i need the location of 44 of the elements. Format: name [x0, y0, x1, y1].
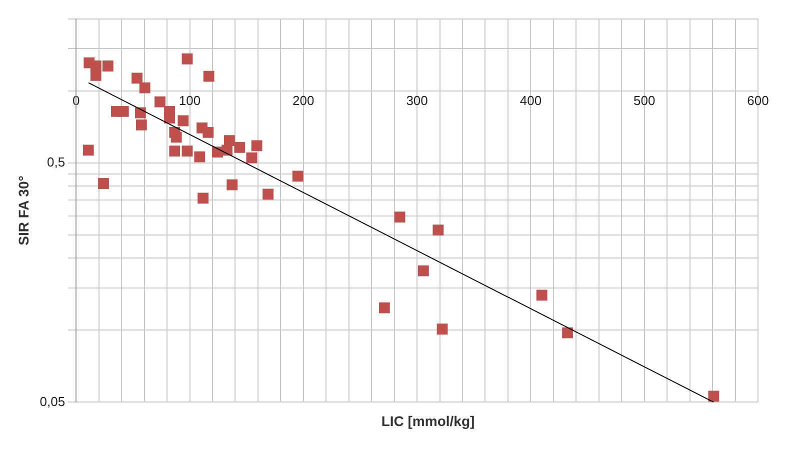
x-axis-title: LIC [mmol/kg]: [380, 413, 476, 429]
point: [90, 70, 102, 81]
point: [139, 82, 150, 94]
point: [154, 96, 166, 108]
point: [202, 127, 214, 138]
point: [562, 327, 573, 338]
point: [203, 70, 214, 82]
point: [118, 106, 129, 117]
point: [246, 152, 258, 164]
point: [262, 188, 274, 200]
y-tick-label: 0,5: [47, 154, 66, 170]
point: [102, 60, 114, 72]
point: [194, 151, 206, 162]
point: [432, 224, 444, 236]
point: [394, 212, 406, 222]
point: [536, 290, 548, 301]
x-tick-label: 500: [634, 93, 656, 108]
point: [378, 302, 390, 314]
point: [182, 146, 193, 157]
point: [170, 132, 182, 143]
point: [436, 324, 448, 335]
point: [182, 53, 193, 64]
point: [198, 192, 208, 204]
point: [178, 115, 189, 126]
y-axis-title: SIR FA 30°: [15, 176, 32, 246]
point: [226, 179, 238, 190]
point: [292, 170, 304, 182]
point: [98, 178, 109, 189]
x-tick-label: 400: [520, 93, 542, 108]
point: [164, 112, 175, 124]
x-tick-label: 200: [292, 93, 314, 108]
x-tick-label: 600: [747, 93, 769, 108]
point: [169, 146, 180, 157]
point: [132, 72, 142, 84]
point: [418, 265, 429, 276]
x-tick-label: 300: [406, 93, 428, 108]
point: [222, 144, 232, 156]
point: [136, 120, 147, 130]
point: [251, 140, 262, 152]
point: [708, 390, 720, 402]
x-tick-label: 100: [178, 93, 201, 108]
y-tick-label: 0,05: [40, 394, 66, 409]
point: [234, 142, 246, 153]
point: [82, 144, 94, 156]
